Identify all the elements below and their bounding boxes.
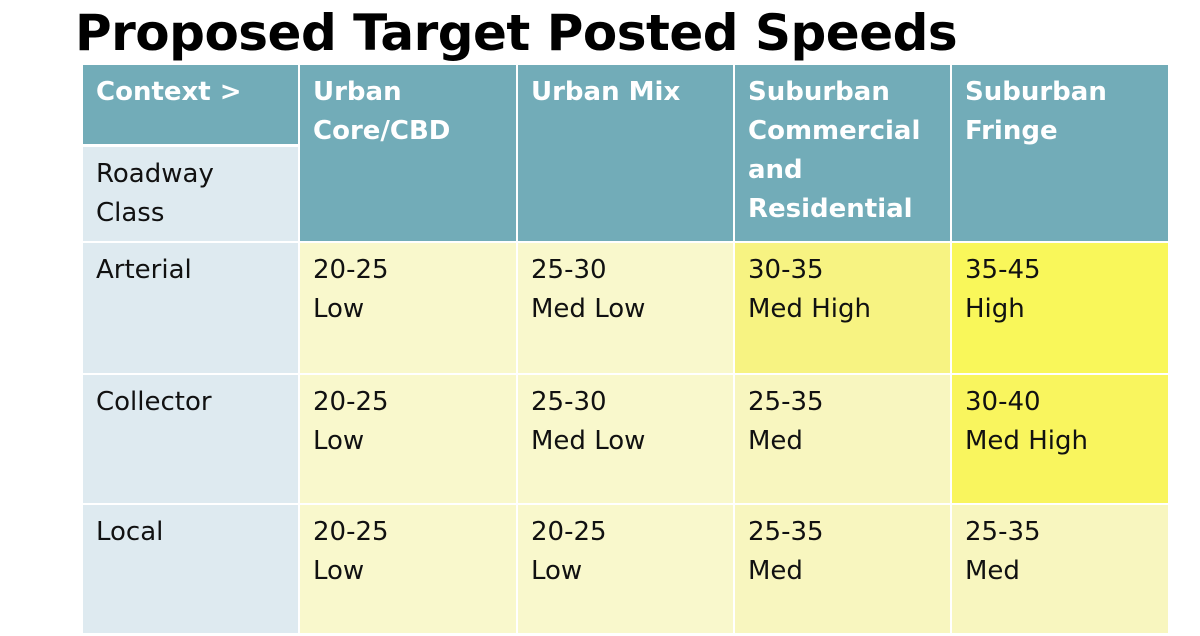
speed-cell: 20-25 Low [518, 505, 733, 633]
speed-range: 25-30 [531, 387, 607, 417]
column-header: Suburban Fringe [952, 65, 1168, 241]
speed-level: Med High [965, 426, 1088, 456]
title: Proposed Target Posted Speeds [75, 4, 958, 62]
speed-range: 30-40 [965, 387, 1041, 417]
speed-range: 25-30 [531, 255, 607, 285]
column-header: Urban Mix [518, 65, 733, 241]
row-label: Local [83, 505, 298, 633]
speed-cell: 25-30 Med Low [518, 243, 733, 373]
speed-range: 20-25 [313, 255, 389, 285]
context-header: Context > [83, 65, 298, 144]
row-label: Collector [83, 375, 298, 503]
speed-level: Med [748, 556, 803, 586]
speed-range: 25-35 [965, 517, 1041, 547]
speed-cell: 20-25 Low [300, 375, 516, 503]
column-header: Suburban Commercial and Residential [735, 65, 950, 241]
speed-range: 20-25 [313, 387, 389, 417]
speed-level: Low [531, 556, 583, 586]
speed-cell: 20-25 Low [300, 243, 516, 373]
speed-cell: 25-30 Med Low [518, 375, 733, 503]
speed-cell: 25-35 Med [735, 505, 950, 633]
speed-level: Med [748, 426, 803, 456]
speed-level: Low [313, 556, 365, 586]
speed-range: 20-25 [313, 517, 389, 547]
speed-cell: 35-45 High [952, 243, 1168, 373]
speed-range: 35-45 [965, 255, 1041, 285]
speed-range: 30-35 [748, 255, 824, 285]
speed-cell: 25-35 Med [735, 375, 950, 503]
speed-level: High [965, 294, 1025, 324]
speed-range: 20-25 [531, 517, 607, 547]
speed-cell: 30-40 Med High [952, 375, 1168, 503]
speed-level: Med High [748, 294, 871, 324]
roadway-class-header: Roadway Class [83, 147, 298, 241]
speed-level: Med Low [531, 294, 646, 324]
row-label: Arterial [83, 243, 298, 373]
corner: Context > Roadway Class [83, 65, 298, 241]
speed-table: Context > Roadway Class Urban Core/CBD U… [83, 65, 1168, 633]
speed-level: Low [313, 294, 365, 324]
speed-level: Med [965, 556, 1020, 586]
speed-range: 25-35 [748, 517, 824, 547]
speed-cell: 20-25 Low [300, 505, 516, 633]
speed-cell: 30-35 Med High [735, 243, 950, 373]
column-header: Urban Core/CBD [300, 65, 516, 241]
speed-cell: 25-35 Med [952, 505, 1168, 633]
speed-level: Low [313, 426, 365, 456]
speed-level: Med Low [531, 426, 646, 456]
speed-range: 25-35 [748, 387, 824, 417]
